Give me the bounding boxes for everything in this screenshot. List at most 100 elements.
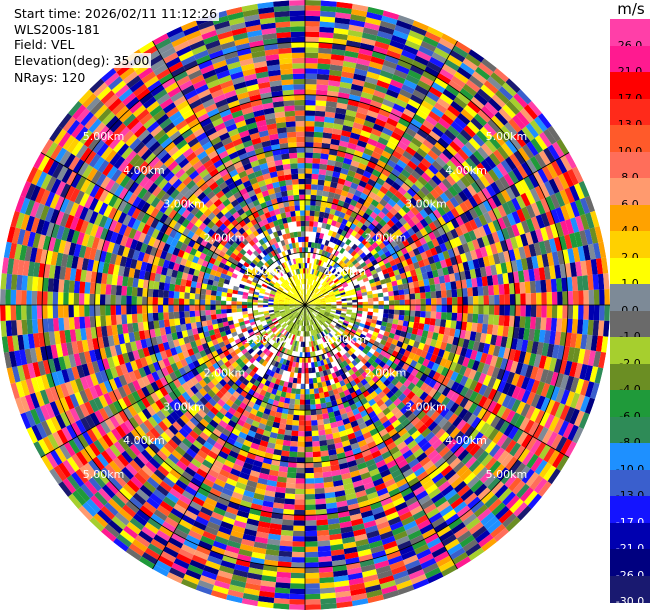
range-gate-cell	[520, 233, 529, 247]
range-gate-cell	[371, 234, 380, 242]
range-gate-cell	[530, 202, 541, 217]
range-gate-cell	[444, 240, 453, 251]
range-gate-cell	[595, 258, 604, 275]
range-gate-cell	[543, 266, 551, 280]
range-gate-cell	[540, 227, 549, 241]
range-gate-cell	[425, 134, 438, 146]
range-gate-cell	[469, 219, 478, 231]
range-gate-cell	[358, 101, 370, 110]
range-gate-cell	[316, 282, 321, 288]
range-gate-cell	[525, 123, 539, 139]
range-gate-cell	[459, 88, 474, 101]
range-gate-cell	[378, 242, 386, 250]
range-gate-cell	[403, 222, 412, 231]
range-gate-cell	[441, 113, 454, 126]
range-gate-cell	[356, 221, 364, 229]
range-gate-cell	[509, 96, 524, 112]
range-gate-cell	[78, 305, 85, 317]
range-gate-cell	[341, 308, 347, 312]
range-gate-cell	[419, 124, 432, 135]
range-gate-cell	[316, 189, 324, 196]
range-gate-cell	[572, 305, 579, 320]
range-gate-cell	[414, 179, 424, 190]
range-gate-cell	[390, 108, 403, 118]
range-gate-cell	[560, 205, 571, 221]
range-gate-cell	[394, 212, 403, 221]
range-gate-cell	[419, 227, 428, 237]
range-gate-cell	[290, 441, 298, 447]
range-gate-cell	[36, 291, 43, 305]
range-gate-cell	[502, 104, 516, 119]
range-gate-cell	[89, 293, 95, 305]
range-gate-cell	[349, 19, 366, 28]
range-gate-cell	[418, 236, 427, 246]
range-gate-cell	[126, 295, 132, 305]
range-gate-cell	[514, 282, 521, 294]
range-gate-cell	[460, 253, 468, 263]
range-gate-cell	[84, 316, 91, 329]
range-gate-cell	[353, 225, 361, 233]
range-gate-cell	[420, 311, 426, 318]
range-gate-cell	[334, 271, 341, 277]
range-gate-cell	[349, 89, 363, 97]
range-gate-cell	[110, 305, 116, 316]
range-gate-cell	[305, 247, 308, 253]
range-gate-cell	[360, 91, 374, 100]
range-gate-cell	[307, 289, 310, 295]
range-gate-cell	[168, 290, 175, 299]
range-gate-cell	[440, 319, 447, 328]
range-gate-cell	[325, 308, 331, 311]
range-gate-cell	[316, 276, 321, 283]
range-gate-cell	[353, 252, 360, 260]
range-gate-cell	[601, 336, 609, 353]
range-gate-cell	[512, 327, 520, 339]
range-gate-cell	[310, 189, 318, 196]
range-gate-cell	[335, 6, 352, 15]
range-gate-cell	[331, 254, 337, 261]
range-gate-cell	[513, 93, 528, 108]
range-gate-cell	[578, 290, 584, 305]
range-gate-cell	[350, 182, 359, 190]
range-gate-cell	[466, 184, 477, 197]
range-gate-cell	[334, 17, 351, 25]
range-gate-cell	[26, 275, 33, 291]
range-gate-cell	[390, 131, 403, 142]
range-gate-cell	[305, 441, 313, 447]
range-gate-cell	[519, 108, 534, 123]
range-gate-cell	[327, 230, 334, 237]
range-gate-cell	[560, 220, 570, 236]
range-gate-cell	[327, 85, 340, 93]
range-gate-cell	[293, 515, 305, 521]
range-gate-cell	[189, 286, 196, 294]
range-gate-cell	[479, 126, 493, 140]
range-gate-cell	[399, 136, 411, 147]
range-gate-cell	[472, 193, 483, 206]
range-gate-cell	[194, 299, 200, 305]
range-gate-cell	[298, 415, 305, 421]
range-gate-cell	[305, 152, 313, 158]
range-gate-cell	[557, 305, 563, 319]
range-gate-cell	[31, 290, 38, 305]
range-gate-cell	[332, 198, 340, 205]
range-gate-cell	[147, 305, 153, 314]
range-gate-cell	[481, 187, 492, 200]
range-gate-cell	[52, 317, 60, 332]
range-gate-cell	[361, 231, 369, 239]
range-gate-cell	[305, 562, 319, 568]
range-gate-cell	[399, 225, 408, 234]
range-gate-cell	[42, 291, 48, 305]
range-gate-cell	[341, 298, 347, 302]
range-gate-cell	[305, 0, 321, 6]
range-gate-cell	[492, 165, 504, 179]
range-gate-cell	[475, 66, 491, 81]
range-gate-cell	[205, 299, 211, 305]
range-gate-cell	[329, 144, 339, 151]
range-gate-cell	[386, 49, 402, 60]
range-gate-cell	[305, 530, 318, 537]
range-gate-cell	[352, 122, 364, 130]
range-gate-cell	[317, 184, 324, 191]
range-gate-cell	[210, 305, 216, 310]
range-gate-cell	[345, 175, 354, 183]
range-gate-cell	[548, 238, 557, 253]
range-gate-cell	[565, 203, 576, 219]
